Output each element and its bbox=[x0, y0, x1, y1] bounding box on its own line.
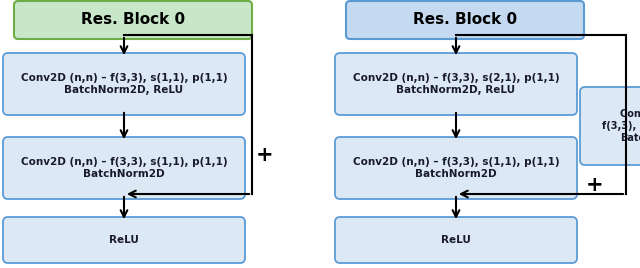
Text: ReLU: ReLU bbox=[109, 235, 139, 245]
Text: Res. Block 0: Res. Block 0 bbox=[81, 13, 185, 28]
FancyBboxPatch shape bbox=[3, 53, 245, 115]
Text: +: + bbox=[586, 175, 604, 195]
FancyBboxPatch shape bbox=[3, 137, 245, 199]
Text: Conv2D (n,n) – f(3,3), s(1,1), p(1,1)
BatchNorm2D: Conv2D (n,n) – f(3,3), s(1,1), p(1,1) Ba… bbox=[353, 157, 559, 179]
Text: Conv2D (n,n) – f(3,3), s(2,1), p(1,1)
BatchNorm2D, ReLU: Conv2D (n,n) – f(3,3), s(2,1), p(1,1) Ba… bbox=[353, 73, 559, 95]
FancyBboxPatch shape bbox=[580, 87, 640, 165]
Text: +: + bbox=[256, 145, 274, 165]
Text: Conv2D (n,m)
f(3,3), s(2,1), p(1,1)
BatchNorm2D: Conv2D (n,m) f(3,3), s(2,1), p(1,1) Batc… bbox=[602, 109, 640, 143]
FancyBboxPatch shape bbox=[335, 217, 577, 263]
Text: ReLU: ReLU bbox=[441, 235, 471, 245]
FancyBboxPatch shape bbox=[335, 53, 577, 115]
FancyBboxPatch shape bbox=[3, 217, 245, 263]
FancyBboxPatch shape bbox=[14, 1, 252, 39]
Text: Res. Block 0: Res. Block 0 bbox=[413, 13, 517, 28]
FancyBboxPatch shape bbox=[335, 137, 577, 199]
Text: Conv2D (n,n) – f(3,3), s(1,1), p(1,1)
BatchNorm2D: Conv2D (n,n) – f(3,3), s(1,1), p(1,1) Ba… bbox=[20, 157, 227, 179]
FancyBboxPatch shape bbox=[346, 1, 584, 39]
Text: Conv2D (n,n) – f(3,3), s(1,1), p(1,1)
BatchNorm2D, ReLU: Conv2D (n,n) – f(3,3), s(1,1), p(1,1) Ba… bbox=[20, 73, 227, 95]
